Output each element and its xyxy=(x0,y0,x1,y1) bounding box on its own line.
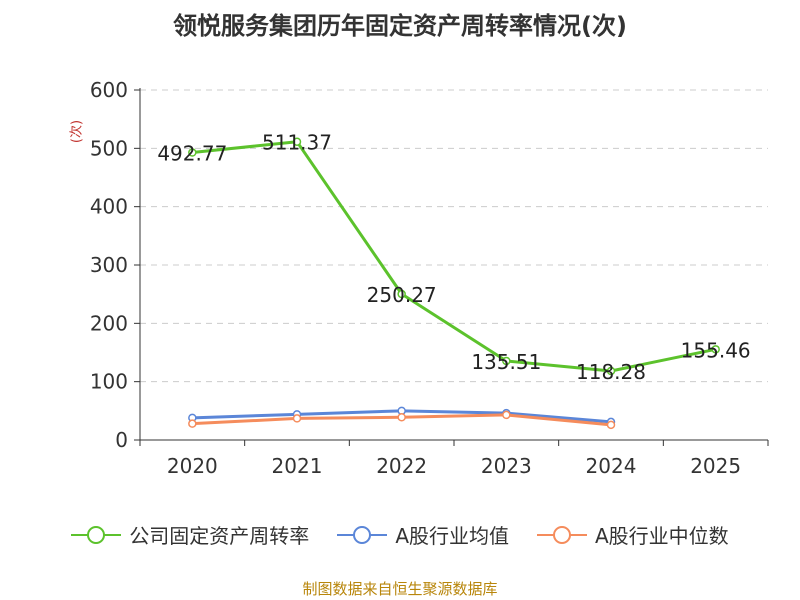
x-tick-label-2022: 2022 xyxy=(376,454,427,478)
legend-item-industry-median[interactable]: A股行业中位数 xyxy=(537,520,729,549)
legend-label-industry-mean: A股行业均值 xyxy=(395,524,509,548)
y-tick-label: 500 xyxy=(90,136,128,160)
data-label-2022: 250.27 xyxy=(367,283,437,307)
y-tick-label: 200 xyxy=(90,311,128,335)
x-tick-label-2021: 2021 xyxy=(272,454,323,478)
legend-label-company: 公司固定资产周转率 xyxy=(129,524,310,548)
point-0-2021 xyxy=(292,137,302,146)
point-2-2023 xyxy=(502,410,511,420)
grid-lines xyxy=(140,89,768,383)
point-0-2025 xyxy=(711,345,720,354)
axes: 0 100 200 300 400 500 600 2020 2021 2022 2023 2024 2… xyxy=(90,78,769,478)
legend-mean-icon xyxy=(337,525,388,544)
data-labels: 492.77 511.37 250.27 135.51 118.28 155.46 xyxy=(157,131,750,384)
point-0-2020 xyxy=(188,148,197,157)
series-line-0 xyxy=(192,140,716,373)
y-tick-label: 600 xyxy=(90,78,128,102)
data-label-2024: 118.28 xyxy=(576,360,646,384)
legend-item-industry-mean[interactable]: A股行业均值 xyxy=(337,520,509,549)
x-tick-label-2020: 2020 xyxy=(167,454,218,478)
point-2-2020 xyxy=(188,419,197,428)
point-2-2022 xyxy=(397,413,406,422)
legend-item-company[interactable]: 公司固定资产周转率 xyxy=(71,520,309,549)
chart-title: 领悦服务集团历年固定资产周转率情况(次) xyxy=(173,12,627,40)
point-2-2021 xyxy=(292,414,302,423)
point-2-2024 xyxy=(606,420,616,430)
y-tick-label: 100 xyxy=(90,370,128,394)
x-tick-label-2024: 2024 xyxy=(586,454,637,478)
x-tick-label-2025: 2025 xyxy=(690,454,741,478)
data-label-2023: 135.51 xyxy=(471,350,541,374)
point-0-2022 xyxy=(397,289,406,299)
legend-median-icon xyxy=(537,525,587,544)
legend-company-icon xyxy=(71,525,122,544)
y-tick-label: 0 xyxy=(115,428,128,452)
data-label-2021: 511.37 xyxy=(262,131,332,155)
y-tick-label: 400 xyxy=(90,195,128,219)
point-0-2024 xyxy=(606,366,616,376)
y-tick-label: 300 xyxy=(90,253,128,277)
point-0-2023 xyxy=(502,356,511,366)
data-source: 制图数据来自恒生聚源数据库 xyxy=(302,580,498,598)
legend-label-industry-median: A股行业中位数 xyxy=(595,524,729,548)
x-tick-label-2023: 2023 xyxy=(481,454,532,478)
series xyxy=(188,137,720,430)
data-label-2025: 155.46 xyxy=(681,338,751,362)
data-label-2020: 492.77 xyxy=(157,142,227,166)
legend: 公司固定资产周转率 A股行业均值 A股行业中位数 xyxy=(0,520,800,549)
